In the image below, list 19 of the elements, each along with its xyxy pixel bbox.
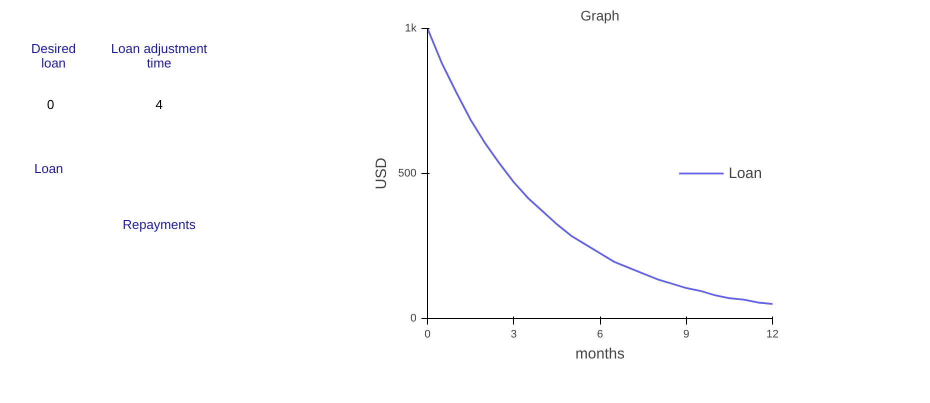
line-series xyxy=(428,28,772,305)
chart-title: Graph xyxy=(580,8,620,24)
legend-label: Loan xyxy=(728,164,762,182)
x-axis-title: months xyxy=(575,346,625,362)
x-tick-label: 12 xyxy=(766,328,779,340)
x-tick-label: 0 xyxy=(424,328,431,340)
x-tick-label: 3 xyxy=(510,328,517,340)
y-tick-label: 500 xyxy=(398,168,417,180)
y-tick-label: 1k xyxy=(404,22,417,34)
text: Desired loan xyxy=(31,41,76,70)
y-axis-title: USD xyxy=(373,158,390,190)
x-tick-label: 9 xyxy=(683,328,690,340)
text: 0 xyxy=(47,97,54,112)
text: 4 xyxy=(155,97,163,112)
text: Repayments xyxy=(122,217,196,232)
y-tick-label: 0 xyxy=(410,312,417,324)
text: Loan xyxy=(34,161,64,176)
x-tick-label: 6 xyxy=(596,328,604,340)
text: Loan adjustment time xyxy=(111,41,208,70)
